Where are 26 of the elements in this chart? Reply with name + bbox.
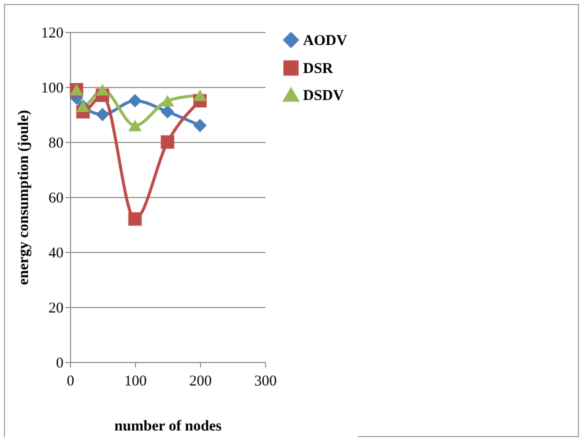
point bbox=[193, 118, 207, 132]
legend-label: AODV bbox=[303, 33, 348, 49]
y-axis-title: energy consumption (joule) bbox=[16, 110, 32, 285]
y-tick-label: 100 bbox=[41, 80, 64, 96]
point bbox=[160, 105, 174, 118]
y-tick-label: 120 bbox=[41, 26, 64, 42]
x-axis-title: number of nodes bbox=[114, 418, 222, 434]
point bbox=[160, 94, 174, 107]
legend-label: DSDV bbox=[303, 88, 344, 104]
x-tick-label: 0 bbox=[66, 374, 74, 390]
y-tick-label: 0 bbox=[56, 356, 64, 372]
x-tick-label: 100 bbox=[124, 374, 147, 390]
point bbox=[160, 135, 174, 149]
point bbox=[128, 120, 142, 132]
y-tick-label: 60 bbox=[48, 190, 64, 206]
point bbox=[96, 84, 110, 96]
x-tick-label: 200 bbox=[189, 374, 212, 390]
legend-label: DSR bbox=[303, 61, 334, 77]
x-tick-label: 300 bbox=[254, 374, 277, 390]
y-tick-label: 20 bbox=[48, 300, 64, 316]
point bbox=[128, 94, 142, 108]
point bbox=[128, 212, 142, 226]
y-tick-label: 80 bbox=[48, 136, 64, 152]
y-tick-label: 40 bbox=[48, 246, 64, 262]
point bbox=[96, 108, 110, 122]
point bbox=[193, 89, 207, 102]
